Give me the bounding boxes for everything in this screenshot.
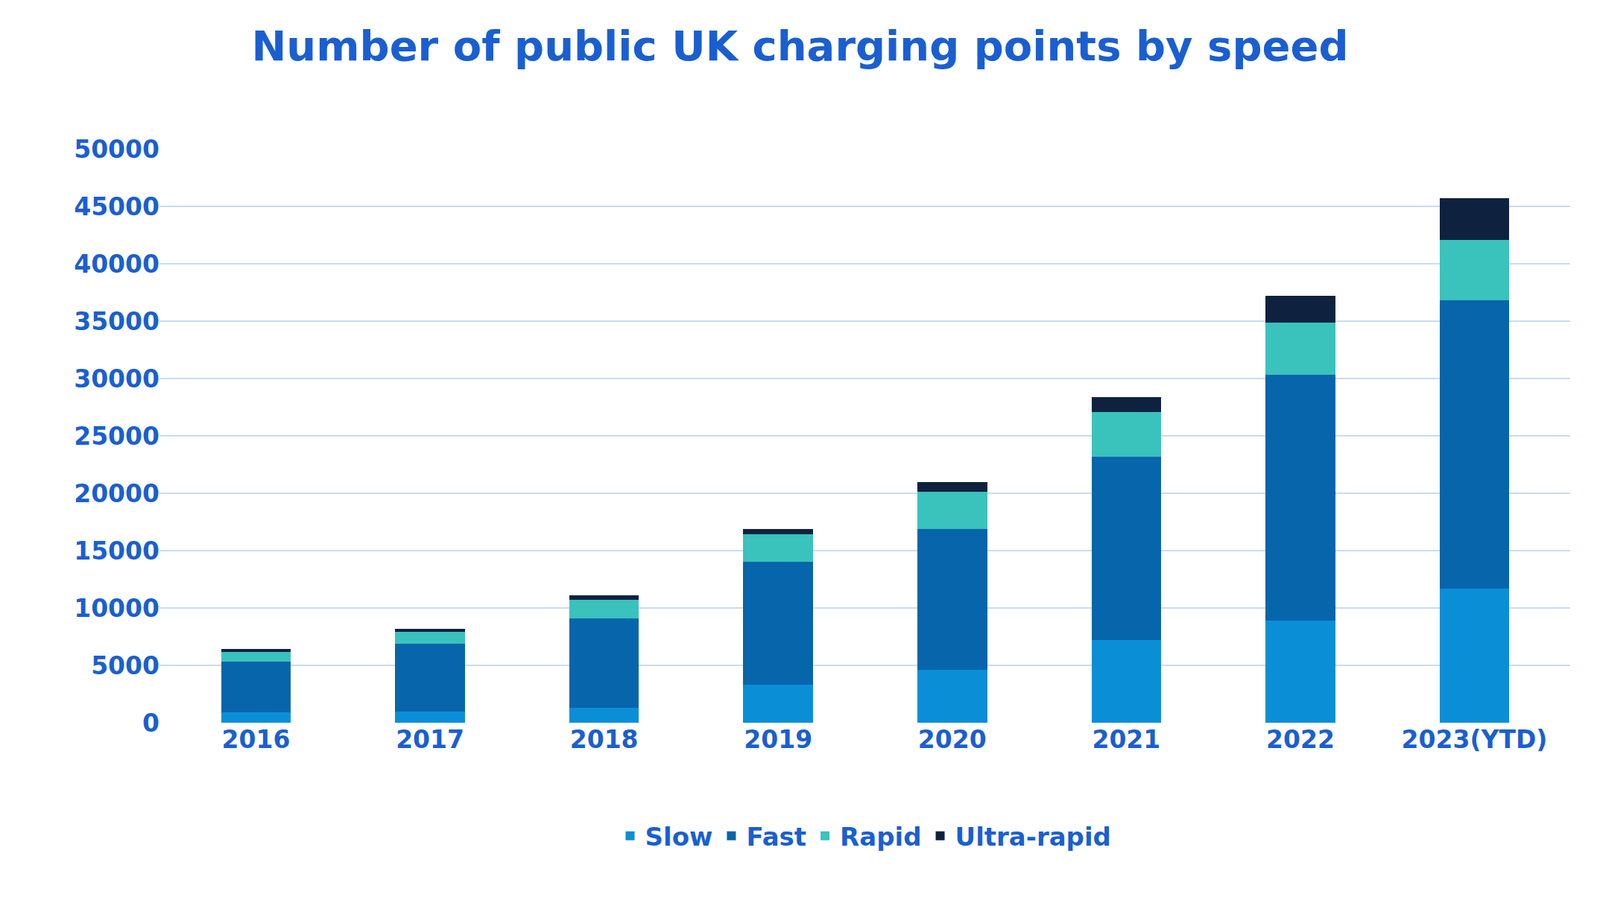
svg-text:20000: 20000 <box>73 479 160 509</box>
svg-text:15000: 15000 <box>73 536 160 566</box>
svg-text:35000: 35000 <box>73 307 160 337</box>
svg-text:Slow: Slow <box>645 821 714 852</box>
svg-text:5000: 5000 <box>90 651 160 681</box>
svg-text:2021: 2021 <box>1091 725 1161 755</box>
svg-text:0: 0 <box>142 708 160 738</box>
svg-text:2016: 2016 <box>222 725 291 755</box>
svg-text:2017: 2017 <box>395 725 465 755</box>
svg-text:2020: 2020 <box>918 725 987 755</box>
svg-text:2018: 2018 <box>570 725 639 755</box>
svg-text:45000: 45000 <box>73 192 160 222</box>
svg-text:2019: 2019 <box>743 725 813 755</box>
svg-text:40000: 40000 <box>73 249 160 279</box>
svg-text:50000: 50000 <box>73 134 160 164</box>
svg-text:10000: 10000 <box>73 593 160 624</box>
svg-text:Number of public UK charging p: Number of public UK charging points by s… <box>251 21 1349 71</box>
svg-text:2023(YTD): 2023(YTD) <box>1401 725 1548 755</box>
svg-text:Fast: Fast <box>745 821 807 852</box>
svg-text:Ultra-rapid: Ultra-rapid <box>955 821 1112 852</box>
svg-text:30000: 30000 <box>73 364 160 394</box>
svg-text:25000: 25000 <box>73 421 160 451</box>
svg-text:2022: 2022 <box>1266 725 1335 755</box>
svg-text:Rapid: Rapid <box>839 821 922 852</box>
